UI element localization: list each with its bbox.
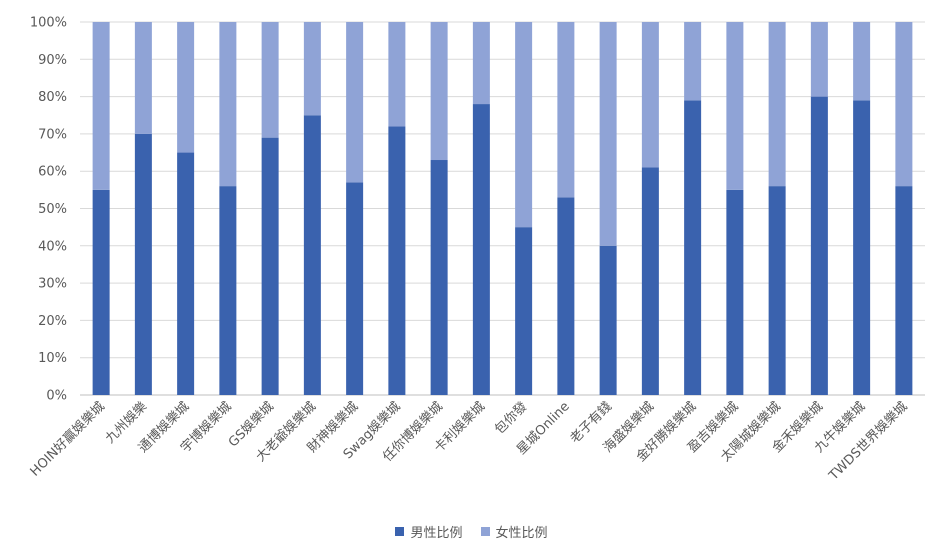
stacked-bar-chart: 0% 10% 20% 30% 40% 50% 60% 70% 80% 90% 100% HOIN好贏娛… <box>27 16 925 485</box>
bar-male <box>430 160 448 395</box>
bar-male <box>557 197 575 395</box>
bar-female <box>303 22 321 116</box>
bar-female <box>515 22 533 228</box>
bar-female <box>177 22 195 153</box>
bar-male <box>641 167 659 395</box>
bar-female <box>346 22 364 183</box>
y-tick-label: 20% <box>38 314 67 329</box>
bar-male <box>515 227 533 395</box>
bar-male <box>810 96 828 395</box>
legend-label-male: 男性比例 <box>410 526 463 541</box>
y-tick-label: 80% <box>38 90 67 105</box>
bar-male <box>134 133 152 395</box>
bar-male <box>599 245 617 395</box>
bar-male <box>895 186 913 395</box>
bar-male <box>472 104 490 395</box>
y-tick-label: 70% <box>38 127 67 142</box>
legend-item-male: 男性比例 <box>395 522 463 541</box>
bar-male <box>219 186 237 395</box>
bar-male <box>177 152 195 395</box>
bar-female <box>810 22 828 97</box>
y-tick-label: 10% <box>38 351 67 366</box>
bar-female <box>684 22 702 101</box>
bar-female <box>472 22 490 105</box>
y-tick-label: 90% <box>38 53 67 68</box>
bar-female <box>388 22 406 127</box>
bar-female <box>557 22 575 198</box>
bar-female <box>430 22 448 161</box>
bar-female <box>768 22 786 187</box>
bar-male <box>388 126 406 395</box>
y-tick-label: 100% <box>30 16 67 31</box>
y-tick-label: 60% <box>38 165 67 180</box>
x-tick-label: 包你發 <box>492 399 530 437</box>
bar-female <box>261 22 279 138</box>
y-tick-label: 50% <box>38 202 67 217</box>
bar-female <box>219 22 237 187</box>
bar-female <box>726 22 744 190</box>
bar-female <box>853 22 871 101</box>
bar-male <box>853 100 871 395</box>
legend-item-female: 女性比例 <box>480 522 548 541</box>
bar-female <box>641 22 659 168</box>
legend: 男性比例 女性比例 <box>0 522 943 541</box>
bar-male <box>261 137 279 395</box>
y-tick-label: 40% <box>38 239 67 254</box>
bar-female <box>895 22 913 187</box>
legend-label-female: 女性比例 <box>495 526 548 541</box>
bar-female <box>599 22 617 246</box>
y-tick-label: 30% <box>38 277 67 292</box>
bar-male <box>92 189 110 395</box>
x-tick-label: TWDS世界娛樂城 <box>825 399 911 485</box>
bar-male <box>768 186 786 395</box>
bar-male <box>346 182 364 395</box>
x-tick-label: HOIN好贏娛樂城 <box>27 399 108 480</box>
bar-male <box>303 115 321 395</box>
bar-female <box>134 22 152 134</box>
bar-male <box>684 100 702 395</box>
legend-swatch-female <box>480 527 490 536</box>
legend-swatch-male <box>395 527 405 536</box>
y-tick-label: 0% <box>46 389 67 404</box>
bar-male <box>726 189 744 395</box>
bar-female <box>92 22 110 190</box>
